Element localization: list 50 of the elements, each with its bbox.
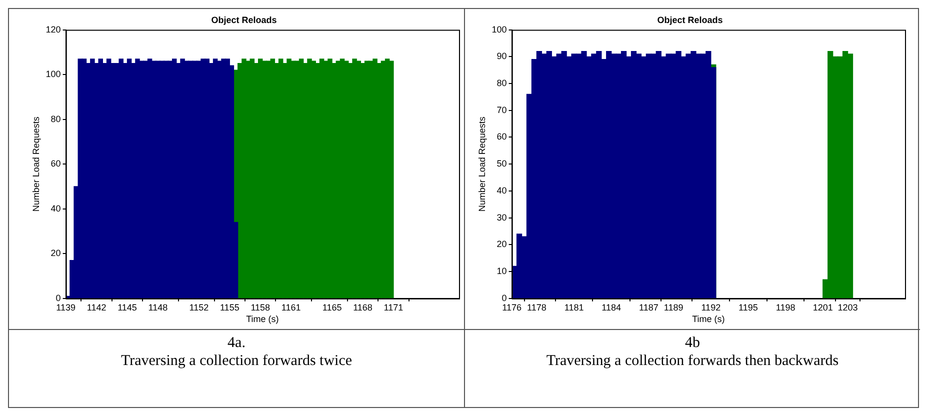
x-axis-title: Time (s) (246, 314, 279, 324)
chart-title: Object Reloads (657, 14, 723, 25)
y-tick-label: 0 (502, 292, 507, 303)
text: Traversing a collection forwards twice (120, 352, 354, 370)
x-tick-label: 1195 (738, 302, 758, 312)
x-axis-title: Time (s) (692, 314, 725, 324)
x-tick-label: 1192 (701, 302, 721, 312)
y-tick-label: 40 (50, 203, 61, 214)
x-tick-label: 1145 (118, 302, 137, 312)
x-tick-label: 1181 (564, 302, 584, 312)
x-tick-label: 1161 (281, 302, 301, 312)
y-tick-label: 60 (50, 158, 61, 169)
x-tick-label: 1165 (322, 302, 342, 312)
y-tick-label: 40 (496, 185, 507, 196)
y-tick-label: 0 (56, 292, 61, 303)
y-tick-label: 10 (496, 266, 507, 276)
y-tick-label: 60 (496, 132, 507, 142)
y-tick-label: 20 (50, 248, 61, 258)
y-axis-title: Number Load Requests (30, 116, 41, 212)
y-tick-label: 100 (46, 69, 61, 80)
y-tick-label: 80 (496, 78, 507, 88)
text: 4b (684, 334, 701, 352)
y-tick-label: 120 (46, 24, 61, 34)
text: 4a. (226, 334, 246, 352)
x-tick-label: 1178 (527, 302, 546, 312)
x-tick-label: 1155 (220, 302, 240, 312)
y-tick-label: 30 (496, 212, 507, 222)
x-tick-label: 1152 (189, 302, 209, 312)
x-tick-label: 1189 (664, 302, 684, 312)
x-tick-label: 1171 (384, 302, 404, 312)
chart-title: Object Reloads (211, 14, 277, 25)
y-tick-label: 50 (496, 158, 507, 169)
y-tick-label: 90 (496, 51, 507, 62)
x-tick-label: 1139 (56, 302, 76, 312)
x-tick-label: 1198 (776, 302, 796, 312)
x-tick-label: 1176 (502, 302, 522, 312)
x-tick-label: 1148 (148, 302, 168, 312)
x-tick-label: 1203 (838, 302, 858, 312)
y-axis-title: Number Load Requests (476, 116, 487, 212)
x-tick-label: 1158 (250, 302, 270, 312)
x-tick-label: 1142 (86, 302, 106, 312)
y-tick-label: 20 (496, 239, 507, 250)
x-tick-label: 1168 (353, 302, 372, 312)
text: Traversing a collection forwards then backwards (545, 352, 840, 370)
x-tick-label: 1184 (602, 302, 622, 312)
x-tick-label: 1201 (812, 302, 833, 312)
y-tick-label: 80 (50, 114, 61, 124)
x-tick-label: 1187 (639, 302, 658, 312)
y-tick-label: 100 (492, 24, 507, 34)
y-tick-label: 70 (496, 104, 507, 115)
